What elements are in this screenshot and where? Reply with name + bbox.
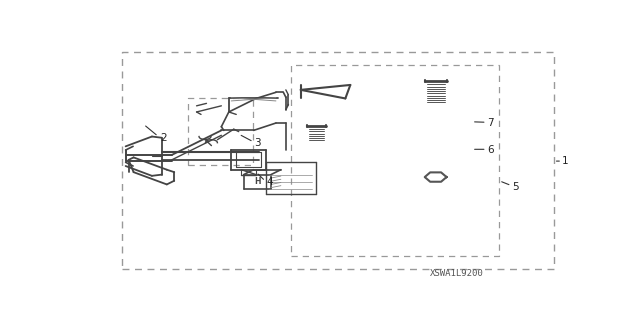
Text: H: H xyxy=(254,177,260,187)
Text: 4: 4 xyxy=(266,177,273,187)
Text: 7: 7 xyxy=(488,118,494,128)
Text: 5: 5 xyxy=(512,182,519,192)
Text: 2: 2 xyxy=(160,133,166,143)
Bar xyxy=(291,65,499,256)
Text: XSWA1L9200: XSWA1L9200 xyxy=(430,269,484,278)
Bar xyxy=(122,52,554,269)
Text: 3: 3 xyxy=(254,138,261,148)
Text: 1: 1 xyxy=(562,156,568,166)
Text: 6: 6 xyxy=(488,145,494,155)
Bar xyxy=(188,99,253,165)
